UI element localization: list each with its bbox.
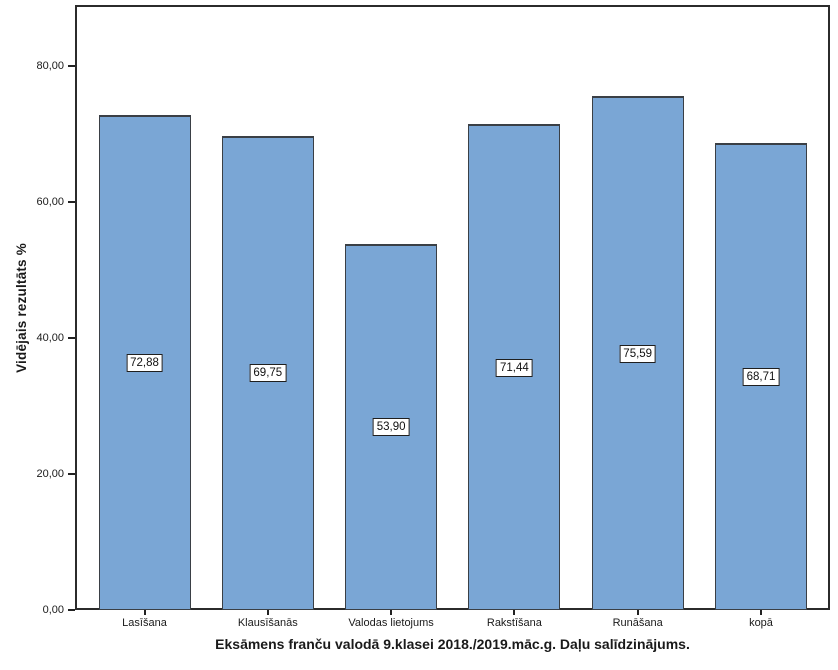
y-tick-label: 0,00	[42, 604, 64, 616]
x-tick-mark	[760, 610, 762, 615]
x-category-label: Valodas lietojums	[348, 617, 434, 629]
bar-3: 53,90	[345, 243, 438, 610]
y-tick-mark	[68, 609, 75, 611]
bar-value-label: 53,90	[372, 418, 410, 437]
y-tick-mark	[68, 337, 75, 340]
x-category-label: Lasīšana	[122, 617, 167, 629]
x-tick-mark	[636, 610, 639, 615]
bar-value-label: 69,75	[249, 364, 287, 383]
bar-2: 69,75	[221, 135, 314, 610]
y-tick-mark	[68, 201, 75, 204]
chart-title: Eksāmens franču valodā 9.klasei 2018./20…	[215, 636, 690, 652]
y-tick-label: 40,00	[36, 332, 64, 345]
bar-value-label: 72,88	[126, 353, 163, 372]
y-tick-label: 80,00	[36, 60, 64, 73]
bar-6: 68,71	[715, 142, 807, 610]
bar-value-label: 68,71	[742, 367, 780, 386]
x-tick-mark	[390, 610, 393, 615]
x-tick-mark	[513, 610, 516, 615]
x-category-label: Klausīšanās	[237, 617, 298, 629]
x-category-label: Runāšana	[612, 617, 663, 629]
x-tick-mark	[143, 610, 146, 615]
plot-area	[75, 5, 830, 610]
x-category-label: Rakstīšana	[486, 617, 542, 629]
bar-5: 75,59	[591, 96, 684, 610]
y-tick-mark	[68, 65, 75, 68]
y-tick-label: 20,00	[36, 468, 64, 481]
bar-1: 72,88	[98, 114, 191, 610]
y-tick-mark	[68, 473, 75, 476]
bar-value-label: 75,59	[619, 344, 657, 363]
y-tick-label: 60,00	[36, 196, 64, 209]
bar-4: 71,44	[468, 124, 561, 610]
x-tick-mark	[266, 610, 269, 615]
bar-value-label: 71,44	[496, 358, 533, 377]
x-category-label: kopā	[749, 617, 773, 629]
